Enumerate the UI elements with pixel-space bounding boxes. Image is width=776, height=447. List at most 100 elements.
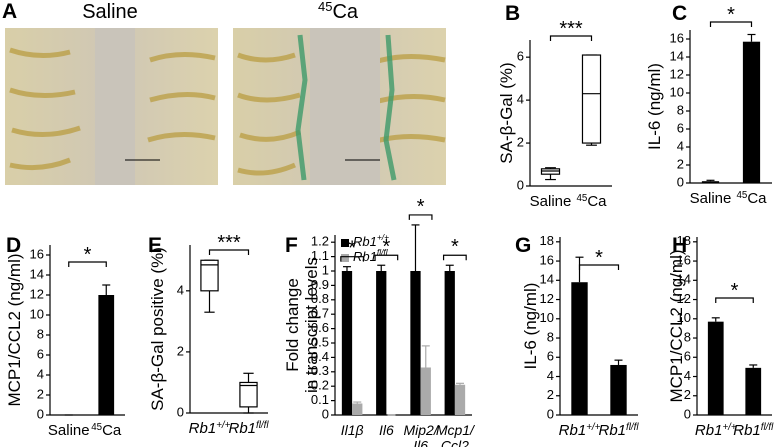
bar (444, 271, 455, 415)
y-axis-title: in transcript levels (302, 257, 321, 393)
box (200, 259, 219, 292)
y-tick-label: 4 (684, 368, 691, 383)
legend-swatch (341, 239, 349, 247)
micrograph-saline (5, 28, 218, 185)
bar (98, 295, 115, 415)
y-tick-label: 16 (677, 252, 691, 267)
x-tick-label: Il6 (379, 422, 394, 438)
y-axis-title: IL-6 (ng/ml) (645, 63, 664, 150)
y-tick-label: 8 (547, 329, 554, 344)
y-tick-label: 6 (517, 49, 524, 64)
y-axis-title: IL-6 (ng/ml) (521, 283, 540, 370)
significance-label: * (727, 4, 735, 26)
y-tick-label: 0.8 (311, 291, 329, 306)
y-tick-label: 18 (677, 233, 691, 248)
y-tick-label: 2 (37, 386, 44, 401)
significance-label: * (731, 280, 739, 302)
y-tick-label: 0.1 (311, 392, 329, 407)
y-tick-label: 6 (684, 349, 691, 364)
x-tick-label: Rb1fl/fl (599, 422, 640, 440)
x-tick-label: Il1β (341, 422, 364, 438)
x-tick-label: Rb1fl/fl (733, 422, 774, 440)
panel-label: F (285, 234, 298, 257)
y-tick-label: 1.1 (311, 248, 329, 263)
y-tick-label: 2 (684, 387, 691, 402)
y-tick-label: 0 (547, 406, 554, 421)
y-tick-label: 2 (677, 156, 684, 171)
y-axis-title: MCP1/CCL2 (ng/ml) (667, 249, 686, 402)
x-tick-label: Saline (530, 193, 572, 210)
y-tick-label: 12 (677, 291, 691, 306)
panel-label: C (672, 2, 687, 25)
significance-label: *** (217, 232, 241, 254)
y-tick-label: 4 (517, 92, 524, 107)
y-tick-label: 6 (37, 346, 44, 361)
image-title: Saline (82, 1, 138, 23)
y-tick-label: 1 (322, 262, 329, 277)
y-tick-label: 4 (547, 368, 554, 383)
y-tick-label: 14 (540, 272, 554, 287)
y-axis-title: SA-β-Gal (%) (497, 62, 516, 163)
y-tick-label: 8 (37, 326, 44, 341)
legend-swatch (341, 254, 349, 262)
y-axis-title: Fold change (283, 278, 302, 372)
x-tick-label: Rb1+/+ (559, 422, 601, 440)
bar (420, 367, 431, 415)
bar (454, 384, 466, 415)
significance-bracket (549, 35, 593, 41)
x-tick-label: Rb1fl/fl (229, 420, 270, 438)
x-tick-label: 45Ca (576, 193, 607, 211)
significance-label: * (348, 238, 356, 260)
y-tick-label: 10 (677, 310, 691, 325)
significance-bracket (340, 256, 365, 262)
y-tick-label: 1.2 (311, 234, 329, 249)
y-axis-title: MCP1/CCL2 (ng/ml) (5, 253, 24, 406)
significance-label: * (451, 236, 459, 258)
y-tick-label: 0 (37, 406, 44, 421)
significance-bracket (208, 249, 250, 255)
y-tick-label: 2 (547, 387, 554, 402)
significance-label: *** (559, 18, 583, 40)
y-tick-label: 0.6 (311, 320, 329, 335)
bar (610, 364, 627, 415)
panel-label: D (6, 234, 21, 257)
y-tick-label: 4 (37, 366, 44, 381)
micrograph-45ca (233, 28, 446, 185)
x-tick-label: Rb1+/+ (695, 422, 737, 440)
image-title: 45Ca (318, 0, 359, 23)
x-tick-label: Rb1+/+ (189, 420, 231, 438)
y-tick-label: 4 (677, 138, 684, 153)
y-tick-label: 0 (677, 174, 684, 189)
significance-bracket (68, 261, 107, 267)
x-tick-label: 45Ca (736, 190, 767, 208)
y-tick-label: 0.9 (311, 277, 329, 292)
box (581, 54, 602, 144)
panel-label: G (515, 234, 531, 257)
y-tick-label: 8 (684, 329, 691, 344)
x-tick-label: Mcp1/Ccl2 (436, 422, 476, 447)
panel-label: A (2, 0, 17, 23)
y-tick-label: 0.2 (311, 378, 329, 393)
bar (376, 271, 387, 415)
bar (571, 282, 588, 415)
panel-label: B (505, 2, 520, 25)
y-tick-label: 0.3 (311, 363, 329, 378)
x-tick-label: Saline (690, 190, 732, 207)
significance-bracket (442, 254, 467, 261)
y-tick-label: 0.7 (311, 306, 329, 321)
y-tick-label: 12 (30, 286, 44, 301)
y-tick-label: 10 (30, 306, 44, 321)
y-tick-label: 14 (30, 266, 44, 281)
y-tick-label: 0 (684, 406, 691, 421)
significance-label: * (595, 247, 603, 269)
significance-label: * (382, 236, 390, 258)
y-tick-label: 16 (670, 30, 684, 45)
bar (352, 403, 363, 415)
y-axis-title: SA-β-Gal positive (%) (148, 247, 167, 411)
y-tick-label: 18 (540, 233, 554, 248)
panel-label: E (148, 234, 162, 257)
y-tick-label: 0 (517, 177, 524, 192)
y-tick-label: 16 (30, 246, 44, 261)
bar (707, 321, 724, 415)
box (239, 381, 258, 408)
